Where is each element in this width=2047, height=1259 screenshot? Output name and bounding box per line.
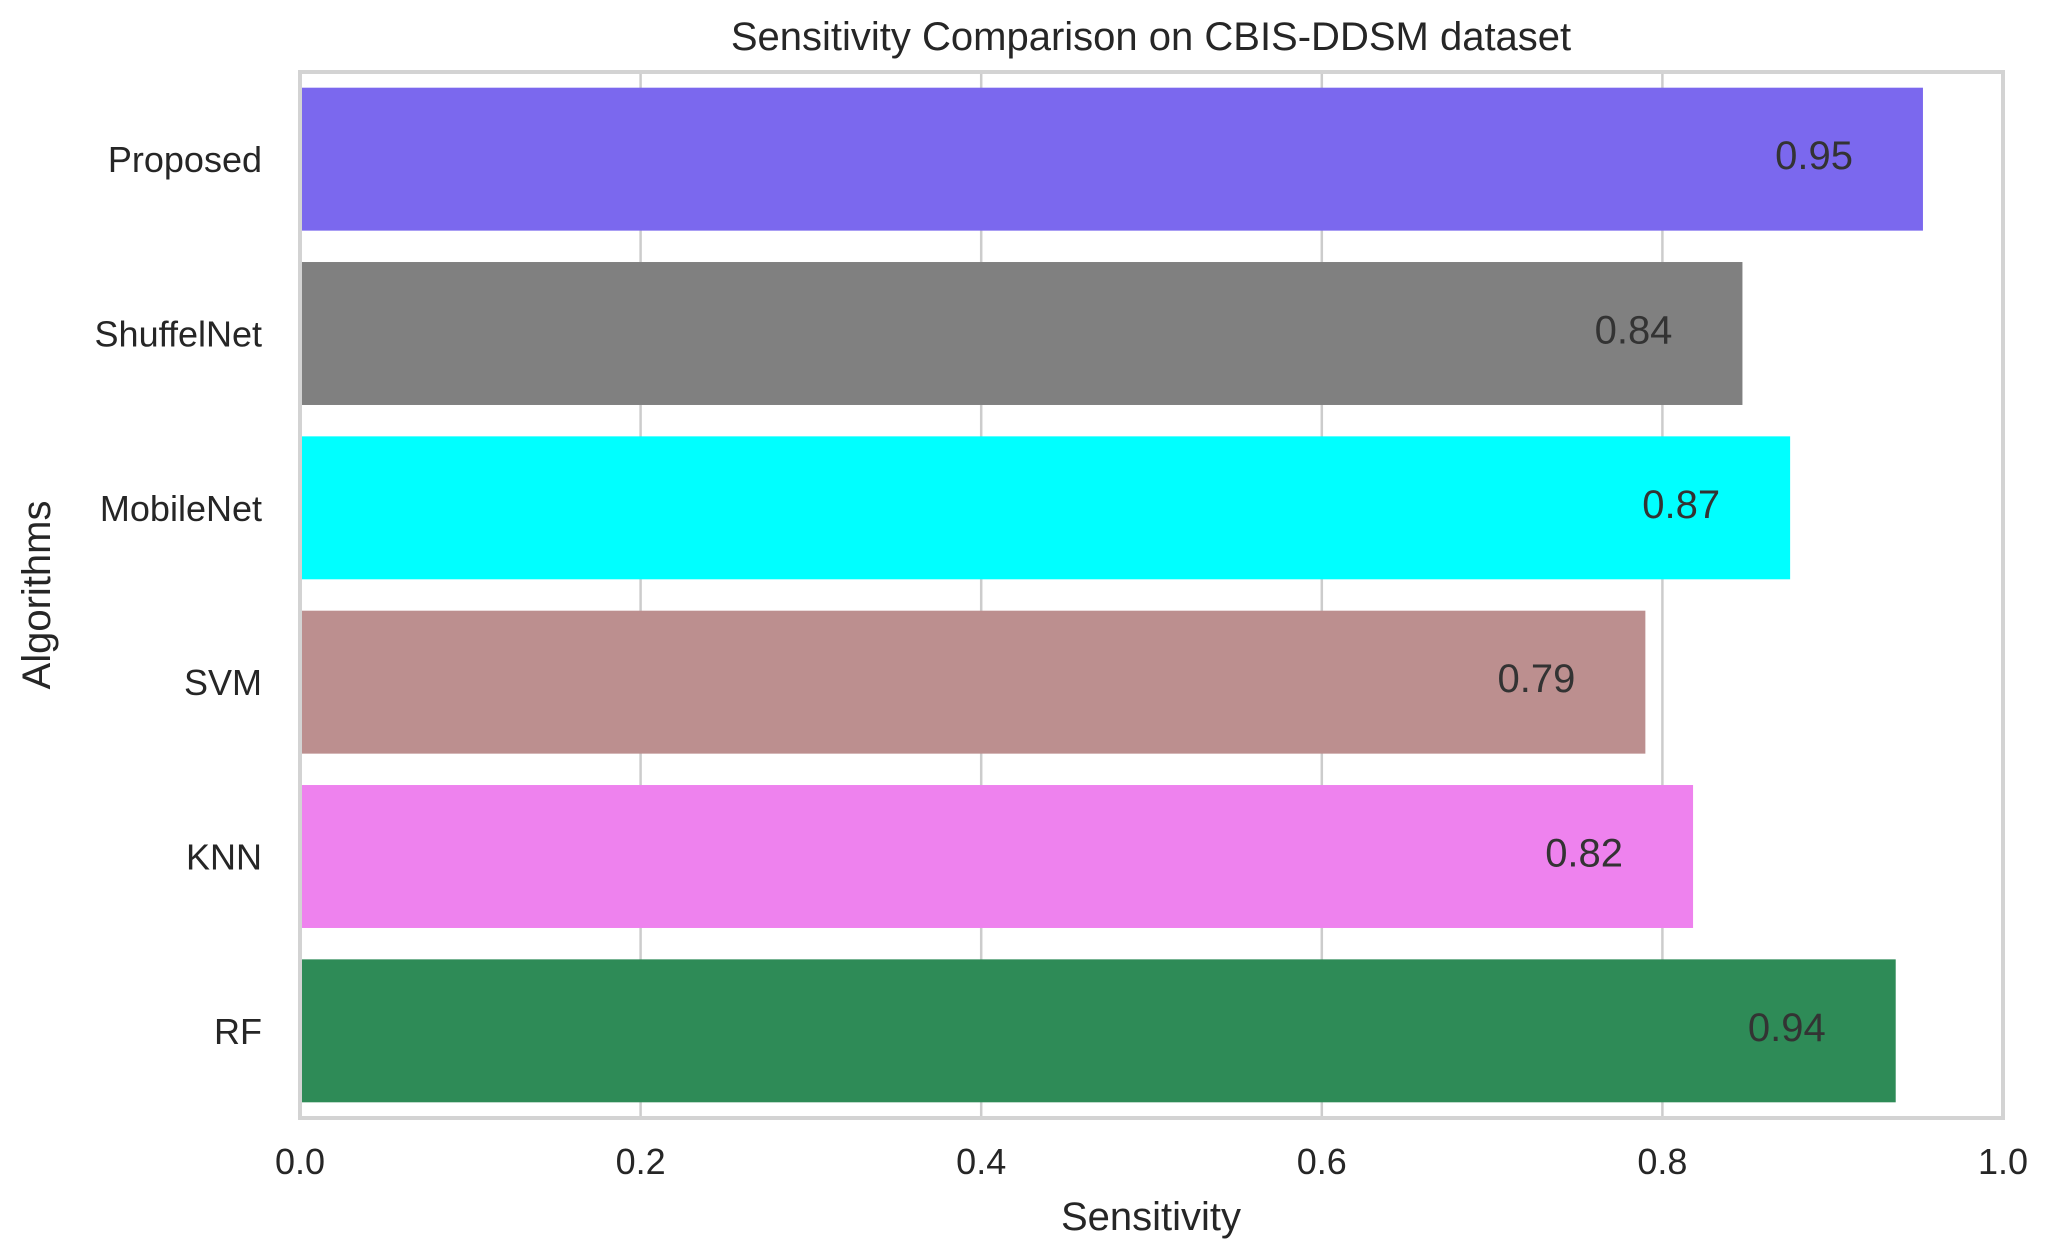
data-labels: 0.95 0.84 0.87 0.79 0.82 0.94 [1498,134,1853,1050]
bar-value-label: 0.87 [1642,483,1720,527]
bar [300,959,1896,1103]
y-tick-label: Proposed [108,139,262,180]
y-axis-title: Algorithms [15,501,59,690]
bar [300,87,1923,231]
x-tick-label: 0.4 [956,1141,1006,1182]
y-tick-label: MobileNet [100,488,262,529]
x-tick-label: 0.8 [1637,1141,1687,1182]
chart-title: Sensitivity Comparison on CBIS-DDSM data… [731,15,1571,59]
bar-value-label: 0.95 [1775,134,1853,178]
x-tick-label: 1.0 [1978,1141,2028,1182]
y-axis-ticks: Proposed ShuffelNet MobileNet SVM KNN RF [95,139,262,1052]
y-tick-label: KNN [186,837,262,878]
x-tick-label: 0.6 [1297,1141,1347,1182]
bar-value-label: 0.79 [1498,657,1576,701]
y-tick-label: ShuffelNet [95,314,262,355]
plot-frame [298,70,2005,1120]
y-tick-label: SVM [184,662,262,703]
y-tick-label: RF [214,1011,262,1052]
x-axis-ticks: 0.0 0.2 0.4 0.6 0.8 1.0 [275,1141,2028,1182]
bar [300,262,1743,405]
x-tick-label: 0.0 [275,1141,325,1182]
bars [300,87,1923,1103]
bar-value-label: 0.82 [1545,832,1623,876]
x-tick-label: 0.2 [616,1141,666,1182]
bar [300,436,1791,580]
x-axis-title: Sensitivity [1061,1195,1241,1239]
bar-value-label: 0.94 [1748,1006,1826,1050]
bar [300,610,1646,754]
bar-value-label: 0.84 [1595,309,1673,353]
bar [300,785,1694,928]
